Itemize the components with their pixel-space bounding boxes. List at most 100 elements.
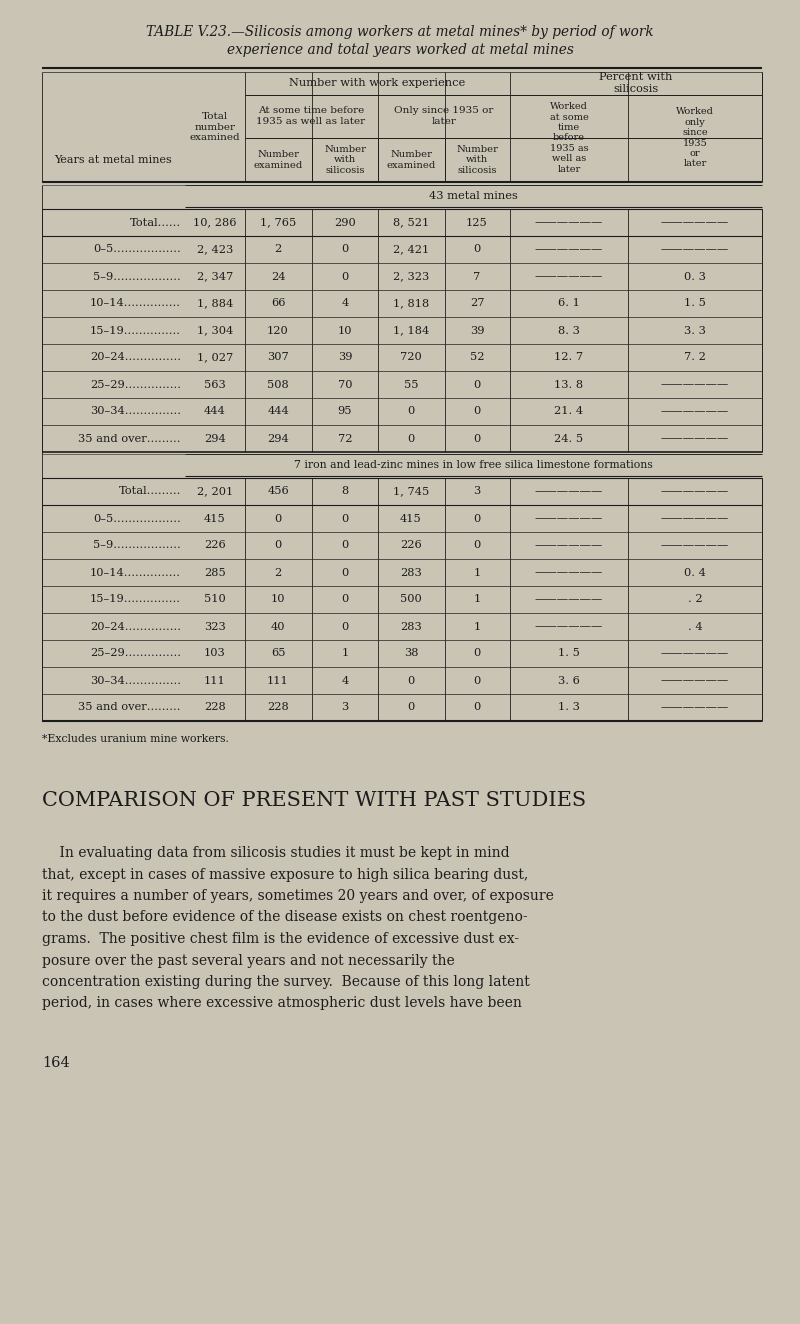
- Text: 24: 24: [270, 271, 286, 282]
- Text: 510: 510: [204, 594, 226, 605]
- Text: 2: 2: [274, 568, 282, 577]
- Text: 0. 3: 0. 3: [684, 271, 706, 282]
- Text: 2, 421: 2, 421: [393, 245, 429, 254]
- Text: Only since 1935 or
later: Only since 1935 or later: [394, 106, 494, 126]
- Text: 0–5………………: 0–5………………: [94, 514, 181, 523]
- Text: 0: 0: [474, 245, 481, 254]
- Text: 228: 228: [267, 703, 289, 712]
- Text: 0: 0: [474, 380, 481, 389]
- Text: Number
with
silicosis: Number with silicosis: [324, 146, 366, 175]
- Text: 39: 39: [470, 326, 484, 335]
- Text: 290: 290: [334, 217, 356, 228]
- Text: ——————: ——————: [661, 514, 729, 523]
- Text: 10–14……………: 10–14……………: [90, 568, 181, 577]
- Text: 10: 10: [338, 326, 352, 335]
- Text: 563: 563: [204, 380, 226, 389]
- Text: 1: 1: [474, 594, 481, 605]
- Text: 111: 111: [267, 675, 289, 686]
- Text: ——————: ——————: [661, 245, 729, 254]
- Text: 0: 0: [474, 433, 481, 444]
- Text: ——————: ——————: [661, 380, 729, 389]
- Text: 323: 323: [204, 621, 226, 632]
- Text: 0: 0: [274, 540, 282, 551]
- Text: 2, 423: 2, 423: [197, 245, 233, 254]
- Text: 55: 55: [404, 380, 418, 389]
- Text: 10: 10: [270, 594, 286, 605]
- Text: ——————: ——————: [661, 433, 729, 444]
- Text: TABLE V.23.—Silicosis among workers at metal mines* by period of work: TABLE V.23.—Silicosis among workers at m…: [146, 25, 654, 38]
- Text: 1: 1: [474, 621, 481, 632]
- Text: ——————: ——————: [661, 486, 729, 496]
- Text: 0: 0: [407, 433, 414, 444]
- Text: period, in cases where excessive atmospheric dust levels have been: period, in cases where excessive atmosph…: [42, 997, 522, 1010]
- Text: Years at metal mines: Years at metal mines: [54, 155, 172, 166]
- Text: 20–24……………: 20–24……………: [90, 621, 181, 632]
- Text: Number
examined: Number examined: [386, 151, 436, 169]
- Text: 1. 5: 1. 5: [558, 649, 580, 658]
- Text: concentration existing during the survey.  Because of this long latent: concentration existing during the survey…: [42, 974, 530, 989]
- Text: 1, 818: 1, 818: [393, 298, 429, 308]
- Text: COMPARISON OF PRESENT WITH PAST STUDIES: COMPARISON OF PRESENT WITH PAST STUDIES: [42, 792, 586, 810]
- Text: 2, 347: 2, 347: [197, 271, 233, 282]
- Text: 720: 720: [400, 352, 422, 363]
- Text: ——————: ——————: [661, 649, 729, 658]
- Text: . 4: . 4: [688, 621, 702, 632]
- Text: 226: 226: [204, 540, 226, 551]
- Text: At some time before
1935 as well as later: At some time before 1935 as well as late…: [257, 106, 366, 126]
- Text: 12. 7: 12. 7: [554, 352, 583, 363]
- Text: 4: 4: [342, 675, 349, 686]
- Text: 508: 508: [267, 380, 289, 389]
- Text: ——————: ——————: [535, 271, 603, 282]
- Text: to the dust before evidence of the disease exists on chest roentgeno-: to the dust before evidence of the disea…: [42, 911, 528, 924]
- Text: 10–14……………: 10–14……………: [90, 298, 181, 308]
- Text: 1. 5: 1. 5: [684, 298, 706, 308]
- Text: 120: 120: [267, 326, 289, 335]
- Text: Total
number
examined: Total number examined: [190, 113, 240, 142]
- Text: 7: 7: [474, 271, 481, 282]
- Text: 0: 0: [342, 245, 349, 254]
- Text: ——————: ——————: [535, 621, 603, 632]
- Text: Number with work experience: Number with work experience: [289, 78, 465, 87]
- Text: 0: 0: [342, 568, 349, 577]
- Text: 1: 1: [474, 568, 481, 577]
- Text: Number
with
silicosis: Number with silicosis: [456, 146, 498, 175]
- Text: 1, 184: 1, 184: [393, 326, 429, 335]
- Text: 72: 72: [338, 433, 352, 444]
- Text: 7. 2: 7. 2: [684, 352, 706, 363]
- Text: 6. 1: 6. 1: [558, 298, 580, 308]
- Text: 125: 125: [466, 217, 488, 228]
- Text: Worked
at some
time
before
1935 as
well as
later: Worked at some time before 1935 as well …: [550, 102, 588, 173]
- Text: 10, 286: 10, 286: [194, 217, 237, 228]
- Text: 30–34……………: 30–34……………: [90, 406, 181, 417]
- Text: experience and total years worked at metal mines: experience and total years worked at met…: [226, 42, 574, 57]
- Text: 3: 3: [342, 703, 349, 712]
- Text: 444: 444: [267, 406, 289, 417]
- Text: 0: 0: [342, 621, 349, 632]
- Text: 8. 3: 8. 3: [558, 326, 580, 335]
- Text: 27: 27: [470, 298, 484, 308]
- Text: 21. 4: 21. 4: [554, 406, 583, 417]
- Text: 0: 0: [407, 406, 414, 417]
- Text: 283: 283: [400, 621, 422, 632]
- Text: 0: 0: [474, 406, 481, 417]
- Text: 307: 307: [267, 352, 289, 363]
- Text: Number
examined: Number examined: [254, 151, 302, 169]
- Text: 164: 164: [42, 1057, 70, 1070]
- Text: grams.  The positive chest film is the evidence of excessive dust ex-: grams. The positive chest film is the ev…: [42, 932, 519, 947]
- Text: it requires a number of years, sometimes 20 years and over, of exposure: it requires a number of years, sometimes…: [42, 888, 554, 903]
- Text: 7 iron and lead-zinc mines in low free silica limestone formations: 7 iron and lead-zinc mines in low free s…: [294, 459, 652, 470]
- Text: 1, 765: 1, 765: [260, 217, 296, 228]
- Text: 415: 415: [204, 514, 226, 523]
- Text: 1. 3: 1. 3: [558, 703, 580, 712]
- Text: ——————: ——————: [535, 514, 603, 523]
- Text: 3. 6: 3. 6: [558, 675, 580, 686]
- Text: 0: 0: [474, 649, 481, 658]
- Text: 0: 0: [342, 271, 349, 282]
- Text: 294: 294: [267, 433, 289, 444]
- Text: 111: 111: [204, 675, 226, 686]
- Text: 52: 52: [470, 352, 484, 363]
- Text: 8: 8: [342, 486, 349, 496]
- Text: 103: 103: [204, 649, 226, 658]
- Text: In evaluating data from silicosis studies it must be kept in mind: In evaluating data from silicosis studie…: [42, 846, 510, 861]
- Text: 0. 4: 0. 4: [684, 568, 706, 577]
